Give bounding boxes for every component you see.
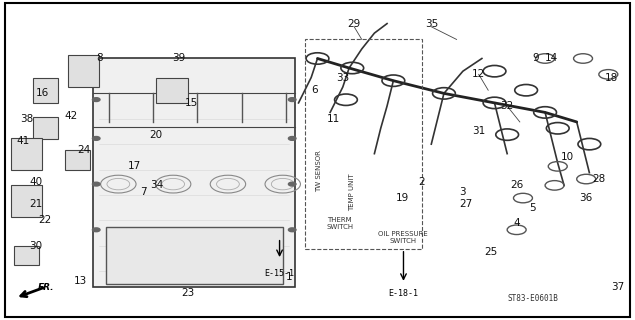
Circle shape	[288, 137, 296, 140]
Text: 7: 7	[140, 187, 147, 197]
Circle shape	[288, 98, 296, 101]
Circle shape	[288, 182, 296, 186]
Text: ST83-E0601B: ST83-E0601B	[507, 294, 558, 303]
Text: 1: 1	[286, 272, 292, 282]
Bar	[93, 59, 295, 287]
Text: 31: 31	[472, 126, 485, 136]
Text: 41: 41	[17, 136, 30, 146]
Circle shape	[93, 182, 100, 186]
Text: 22: 22	[37, 215, 51, 225]
Text: OIL PRESSURE
SWITCH: OIL PRESSURE SWITCH	[378, 231, 428, 244]
Text: FR.: FR.	[37, 283, 54, 292]
Bar	[65, 150, 90, 170]
Text: 28: 28	[592, 174, 605, 184]
Text: 38: 38	[20, 114, 33, 124]
Text: 5: 5	[529, 203, 536, 212]
Circle shape	[93, 98, 100, 101]
Text: 6: 6	[311, 85, 318, 95]
Bar	[305, 39, 422, 249]
Text: 15: 15	[184, 98, 197, 108]
Bar	[33, 77, 58, 103]
Text: THERM
SWITCH: THERM SWITCH	[326, 217, 353, 230]
Text: E-18-1: E-18-1	[389, 289, 418, 299]
Text: 13: 13	[74, 276, 87, 285]
Text: 27: 27	[460, 199, 472, 209]
Text: 33: 33	[336, 73, 349, 83]
Text: 11: 11	[326, 114, 340, 124]
Text: 19: 19	[396, 193, 410, 203]
Text: 4: 4	[513, 219, 520, 228]
Text: 23: 23	[181, 288, 194, 298]
Text: 32: 32	[500, 101, 514, 111]
Text: 3: 3	[460, 187, 466, 197]
Bar	[105, 227, 283, 284]
Bar	[156, 77, 188, 103]
Text: 9: 9	[532, 53, 539, 63]
Text: 40: 40	[30, 177, 43, 187]
Text: 17: 17	[128, 161, 141, 171]
Text: 10: 10	[561, 152, 574, 162]
Circle shape	[93, 228, 100, 232]
Bar	[11, 185, 43, 217]
Text: 12: 12	[472, 69, 485, 79]
Text: 37: 37	[611, 282, 624, 292]
Text: 20: 20	[150, 130, 163, 140]
Text: 14: 14	[545, 53, 558, 63]
Text: 30: 30	[30, 241, 43, 251]
Text: 21: 21	[30, 199, 43, 209]
Text: 39: 39	[172, 53, 185, 63]
Text: 26: 26	[510, 180, 523, 190]
Bar	[14, 246, 39, 265]
Text: TEMP UNIT: TEMP UNIT	[349, 173, 355, 211]
Text: 34: 34	[150, 180, 163, 190]
Circle shape	[288, 228, 296, 232]
Text: 29: 29	[347, 19, 361, 28]
Text: E-15-1: E-15-1	[265, 269, 295, 278]
Bar	[33, 117, 58, 140]
Text: 42: 42	[64, 111, 77, 121]
Text: 8: 8	[96, 53, 103, 63]
Text: 2: 2	[418, 177, 425, 187]
Text: 18: 18	[605, 73, 618, 83]
Text: 24: 24	[77, 146, 90, 156]
Text: 16: 16	[36, 88, 49, 98]
Circle shape	[93, 137, 100, 140]
Text: 25: 25	[485, 247, 498, 257]
Text: 36: 36	[580, 193, 593, 203]
Bar	[11, 138, 43, 170]
Bar	[68, 55, 100, 87]
Text: TW SENSOR: TW SENSOR	[316, 150, 322, 192]
Text: 35: 35	[425, 19, 438, 28]
